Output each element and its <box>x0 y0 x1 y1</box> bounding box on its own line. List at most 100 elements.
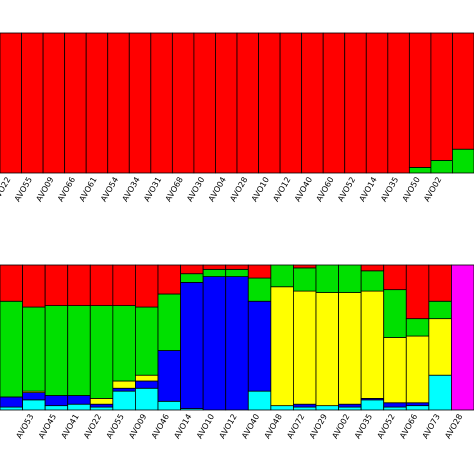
bar-segment <box>171 32 195 174</box>
x-tick-label: AVO10 <box>195 413 216 441</box>
bar-segment <box>428 318 452 376</box>
bar-segment <box>383 337 407 404</box>
bar-segment <box>193 32 216 174</box>
bar-segment <box>89 403 114 408</box>
bar-segment <box>180 281 204 409</box>
bar-segment <box>383 289 407 338</box>
x-tick-label: AVO40 <box>240 413 261 441</box>
bar-segment <box>135 306 159 376</box>
x-tick-label: AVO29 <box>308 413 329 441</box>
bar-segment <box>44 405 69 411</box>
bar-segment <box>225 264 249 270</box>
bar-segment <box>89 305 114 399</box>
bar-segment <box>135 380 159 389</box>
bar-segment <box>128 32 152 174</box>
bar-segment <box>408 166 432 174</box>
bar-segment <box>157 400 181 411</box>
bar-segment <box>157 264 181 295</box>
bar-segment <box>22 392 46 401</box>
x-tick-label: AVO35 <box>379 176 400 204</box>
bar-segment <box>89 397 114 405</box>
bar-segment <box>0 32 22 174</box>
bar-segment <box>0 406 23 411</box>
bar-segment <box>338 406 362 411</box>
bar-segment <box>405 402 430 407</box>
bar-segment <box>428 374 452 411</box>
x-tick-label: AVO22 <box>82 413 103 441</box>
bar-segment <box>112 387 136 392</box>
bar-segment <box>452 148 474 174</box>
x-tick-label: AVO52 <box>336 176 357 204</box>
bar-segment <box>150 32 173 174</box>
bar-segment <box>360 290 385 399</box>
bar-segment <box>112 380 136 389</box>
bar-segment <box>405 405 430 411</box>
bar-segment <box>247 300 272 392</box>
bar-segment <box>315 292 339 407</box>
x-tick-label: AVO66 <box>56 176 77 204</box>
bar-segment <box>215 32 238 174</box>
bar-segment <box>157 350 181 402</box>
bar-segment <box>22 264 46 308</box>
bar-segment <box>338 292 362 405</box>
bar-segment <box>0 396 23 408</box>
x-tick-label: AVO41 <box>60 413 81 441</box>
bar-segment <box>67 403 91 411</box>
bar-segment <box>0 300 23 398</box>
bar-segment <box>344 32 367 174</box>
bar-segment <box>64 32 87 174</box>
bar-segment <box>383 406 407 411</box>
x-tick-label: AVO14 <box>172 413 193 441</box>
x-tick-label: AVO54 <box>99 176 120 204</box>
bar-segment <box>135 374 159 382</box>
bar-segment <box>293 403 317 408</box>
bar-segment <box>270 405 294 411</box>
bar-segment <box>89 264 114 306</box>
x-tick-label: AVO12 <box>218 413 239 441</box>
bar-segment <box>430 32 453 161</box>
bar-segment <box>301 32 324 174</box>
bar-segment <box>22 306 46 392</box>
bar-segment <box>67 395 91 405</box>
bar-segment <box>383 402 407 408</box>
bar-segment <box>202 268 227 278</box>
bar-segment <box>85 32 109 174</box>
bar-segment <box>42 32 66 174</box>
x-tick-label: AVO34 <box>121 176 142 204</box>
bar-segment <box>428 264 452 302</box>
bar-segment <box>135 387 159 411</box>
bar-segment <box>180 273 204 283</box>
bar-segment <box>270 264 294 288</box>
bar-segment <box>405 335 430 404</box>
x-tick-label: AVO28 <box>228 175 249 203</box>
x-tick-label: AVO50 <box>401 176 422 204</box>
bar-segment <box>270 286 294 407</box>
bar-segment <box>67 305 91 396</box>
bar-segment <box>180 264 204 275</box>
bar-segment <box>135 264 159 308</box>
x-tick-label: AVO72 <box>285 413 306 441</box>
bar-segment <box>225 276 249 411</box>
bar-segment <box>451 264 474 411</box>
x-tick-label: AVO28 <box>443 413 464 441</box>
bar-segment <box>293 267 317 292</box>
bar-segment <box>315 264 339 293</box>
bar-segment <box>44 264 69 306</box>
bar-segment <box>112 305 136 382</box>
bar-segment <box>430 159 453 174</box>
x-tick-label: AVO55 <box>105 413 126 441</box>
x-tick-label: AVO02 <box>422 176 443 204</box>
x-tick-label: AVO14 <box>358 176 379 204</box>
bar-segment <box>338 403 362 408</box>
x-tick-label: AVO10 <box>250 176 271 204</box>
bar-segment <box>360 264 385 272</box>
x-tick-label: AVO52 <box>376 413 397 441</box>
bar-segment <box>247 264 272 279</box>
x-tick-label: AVO46 <box>150 413 171 441</box>
bar-segment <box>428 300 452 320</box>
x-tick-label: AVO53 <box>14 413 35 441</box>
bar-segment <box>44 305 69 396</box>
bar-segment <box>405 318 430 337</box>
bar-segment <box>360 399 385 411</box>
